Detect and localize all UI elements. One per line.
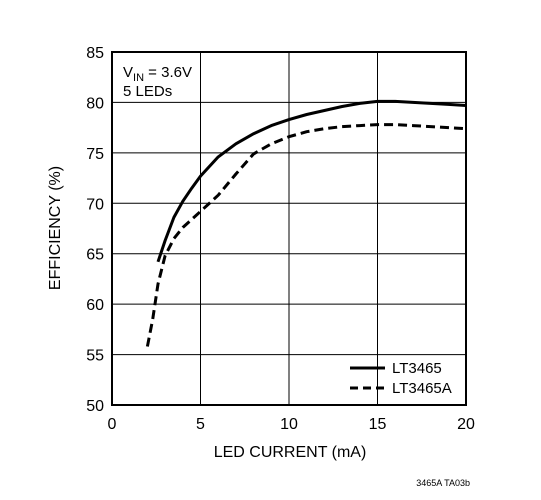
- tick-labels: 50 55 60 65 70 75 80 85 0 5 10 15 20: [86, 45, 475, 433]
- series-lines: [145, 99, 467, 347]
- vin-annotation: VIN = 3.6V: [123, 64, 192, 84]
- plot-area-frame: [111, 51, 467, 406]
- figure-footnote: 3465A TA03b: [416, 478, 470, 488]
- legend-label-lt3465: LT3465: [392, 360, 442, 377]
- y-tick-label: 50: [86, 398, 104, 415]
- legend-label-lt3465a: LT3465A: [392, 380, 452, 397]
- x-tick-label: 0: [108, 416, 117, 433]
- y-tick-label: 85: [86, 45, 104, 62]
- y-tick-label: 75: [86, 146, 104, 163]
- y-tick-label: 70: [86, 196, 104, 213]
- vin-annotation-main: V: [123, 64, 133, 81]
- vin-annotation-value: = 3.6V: [144, 64, 192, 81]
- y-tick-label: 60: [86, 297, 104, 314]
- x-tick-label: 5: [196, 416, 205, 433]
- y-tick-label: 80: [86, 95, 104, 112]
- grid-lines: [111, 51, 467, 406]
- y-tick-label: 55: [86, 348, 104, 365]
- x-axis-title: LED CURRENT (mA): [214, 444, 367, 461]
- led-count-annotation: 5 LEDs: [123, 83, 172, 100]
- x-tick-label: 10: [280, 416, 298, 433]
- y-axis-title: EFFICIENCY (%): [47, 166, 64, 290]
- vin-annotation-subscript: IN: [133, 72, 144, 84]
- x-tick-label: 20: [457, 416, 475, 433]
- series-line-lt3465a: [145, 123, 467, 347]
- series-line-lt3465: [156, 99, 467, 263]
- legend: LT3465 LT3465A: [350, 360, 452, 397]
- y-tick-label: 65: [86, 247, 104, 264]
- x-tick-label: 15: [369, 416, 387, 433]
